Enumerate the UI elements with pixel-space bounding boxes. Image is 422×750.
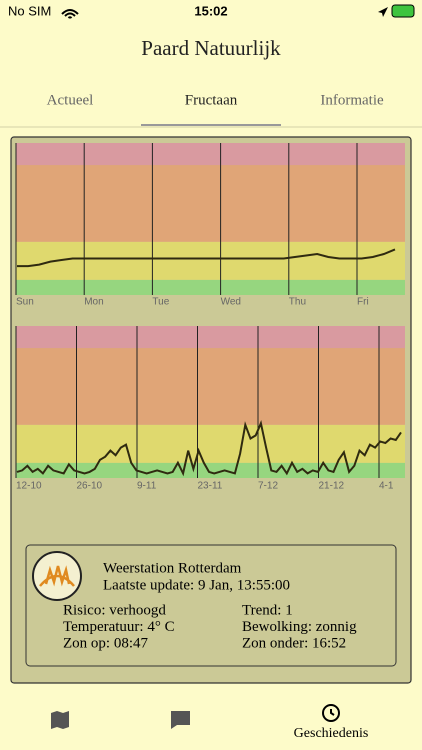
wifi-icon bbox=[61, 9, 79, 19]
x-tick-label: Tue bbox=[152, 297, 169, 308]
tab-indicator bbox=[141, 124, 281, 127]
station-card bbox=[25, 544, 397, 667]
station-detail: Temperatuur: 4° C bbox=[63, 619, 175, 635]
history-label: Geschiedenis bbox=[294, 726, 369, 741]
station-detail: Zon onder: 16:52 bbox=[242, 635, 346, 651]
risk-band bbox=[16, 424, 405, 463]
history-icon bbox=[322, 704, 340, 722]
x-tick-label: Thu bbox=[289, 297, 306, 308]
station-detail: Risico: verhoogd bbox=[63, 602, 166, 618]
risk-band bbox=[16, 165, 405, 242]
carrier: No SIM bbox=[8, 3, 51, 18]
risk-band bbox=[16, 143, 405, 166]
fructaan-line bbox=[17, 248, 396, 268]
tab[interactable]: Fructaan bbox=[185, 92, 238, 108]
tab-divider bbox=[0, 126, 422, 128]
clock: 15:02 bbox=[194, 3, 227, 18]
tab[interactable]: Actueel bbox=[47, 92, 94, 108]
x-tick-label: 21-12 bbox=[319, 481, 345, 492]
station-detail: Zon op: 08:47 bbox=[63, 635, 148, 651]
risk-band bbox=[16, 326, 405, 349]
station-update: Laatste update: 9 Jan, 13:55:00 bbox=[103, 577, 290, 593]
x-tick-label: Fri bbox=[357, 297, 369, 308]
battery-icon bbox=[391, 4, 415, 18]
x-tick-label: 4-1 bbox=[379, 481, 394, 492]
fructaan-line bbox=[16, 420, 402, 477]
app-title: Paard Natuurlijk bbox=[141, 36, 281, 60]
x-tick-label: Sun bbox=[16, 297, 34, 308]
x-tick-label: 23-11 bbox=[198, 481, 223, 492]
risk-band bbox=[16, 241, 405, 280]
station-detail: Bewolking: zonnig bbox=[242, 619, 357, 635]
risk-band bbox=[16, 348, 405, 425]
station-detail: Trend: 1 bbox=[242, 602, 293, 618]
history-hands bbox=[330, 709, 335, 716]
messages-tab[interactable] bbox=[171, 711, 190, 729]
risk-band bbox=[16, 279, 405, 295]
station-name: Weerstation Rotterdam bbox=[103, 560, 242, 576]
x-tick-label: 9-11 bbox=[137, 481, 157, 492]
tab[interactable]: Informatie bbox=[320, 92, 384, 108]
map-tab[interactable] bbox=[51, 711, 69, 729]
x-tick-label: 26-10 bbox=[77, 481, 103, 492]
x-tick-label: Mon bbox=[84, 297, 103, 308]
grass-icon bbox=[39, 565, 75, 587]
x-tick-label: Wed bbox=[221, 297, 241, 308]
x-tick-label: 12-10 bbox=[16, 481, 42, 492]
location-icon bbox=[378, 7, 388, 17]
tab-bar bbox=[0, 697, 422, 750]
x-tick-label: 7-12 bbox=[258, 481, 278, 492]
history-tab[interactable]: Geschiedenis bbox=[294, 704, 369, 741]
